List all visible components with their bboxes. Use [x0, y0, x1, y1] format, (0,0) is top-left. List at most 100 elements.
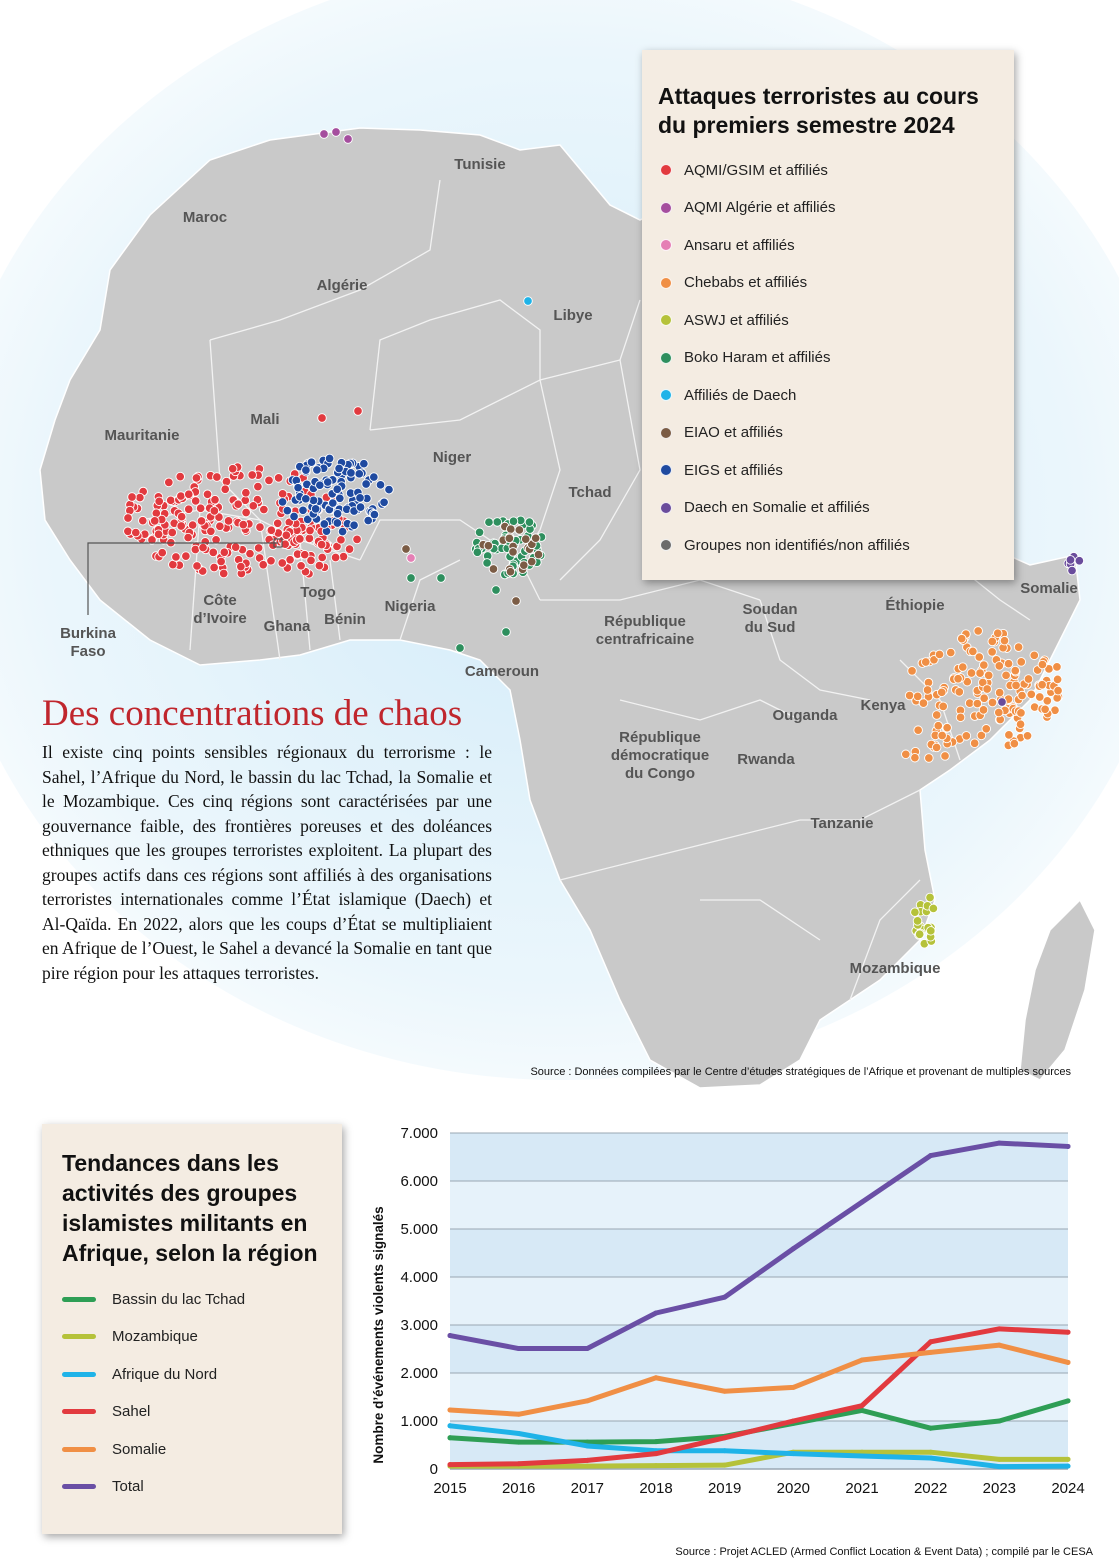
data-point — [447, 1333, 453, 1339]
country-label-ethiopie: Éthiopie — [885, 597, 945, 614]
map-heading: Des concentrations de chaos — [42, 693, 463, 734]
attack-dot — [215, 521, 225, 532]
attack-dot — [501, 627, 511, 637]
attack-dot — [1037, 659, 1048, 670]
attack-dot — [266, 525, 277, 535]
attack-dot — [157, 547, 168, 558]
attack-dot — [198, 542, 208, 553]
country-label-ghana: Ghana — [263, 618, 311, 635]
attack-dot — [346, 468, 356, 478]
data-point — [928, 1339, 934, 1345]
attack-dot — [401, 544, 411, 554]
country-label-libye: Libye — [553, 307, 593, 324]
trend-legend-item: Sahel — [62, 1402, 150, 1422]
country-label-cote: Côte d’Ivoire — [193, 592, 247, 627]
attack-dot — [221, 476, 232, 487]
attack-dot — [974, 652, 984, 662]
country-label-tanzanie: Tanzanie — [810, 815, 874, 832]
attack-dot — [937, 687, 947, 698]
x-tick-label: 2024 — [1051, 1480, 1084, 1497]
attack-dot — [202, 489, 213, 500]
attack-dot — [209, 562, 219, 573]
legend-dot-icon — [660, 539, 672, 551]
attack-dot — [901, 749, 911, 760]
attack-dot — [219, 547, 230, 557]
attack-dot — [259, 504, 269, 515]
attack-dot — [238, 519, 249, 530]
legend-item: Chebabs et affiliés — [660, 273, 807, 293]
attack-dot — [349, 520, 359, 531]
attack-dot — [946, 647, 956, 658]
attack-dot — [331, 127, 341, 137]
attack-dot — [272, 518, 283, 529]
attack-dot — [978, 705, 989, 715]
data-point — [996, 1342, 1002, 1348]
attack-dot — [1003, 658, 1014, 669]
chart-grid — [450, 1132, 1068, 1470]
attack-dot — [127, 492, 137, 502]
attack-dot — [954, 687, 965, 697]
country-label-algerie: Algérie — [316, 277, 368, 294]
attack-dot — [511, 596, 521, 606]
country-label-burkina: Burkina Faso — [60, 625, 116, 660]
data-point — [859, 1199, 865, 1205]
attack-dot — [958, 662, 968, 672]
attack-dot — [1001, 670, 1011, 681]
legend-label: Groupes non identifiés/non affiliés — [684, 536, 910, 554]
attack-dot — [181, 551, 191, 561]
attack-dot — [1074, 555, 1085, 566]
attack-dot — [268, 540, 278, 550]
attack-dot — [406, 553, 416, 563]
legend-label: Chebabs et affiliés — [684, 274, 808, 291]
map-source: Source : Données compilées par le Centre… — [530, 1066, 1071, 1078]
chart-background — [450, 1133, 1068, 1469]
x-axis-ticks: 2015 2016 2017 2018 2019 2020 2021 2022 2023 2024 — [433, 1480, 1084, 1497]
attack-dot — [315, 480, 325, 490]
series-line — [447, 1423, 1071, 1470]
attack-dot — [167, 527, 178, 538]
attack-dot — [912, 691, 923, 702]
attack-dot — [455, 643, 465, 653]
legend-label: Boko Haram et affiliés — [684, 349, 831, 366]
attack-dot — [979, 693, 989, 704]
attack-dot — [1035, 692, 1045, 702]
data-point — [928, 1349, 934, 1355]
attack-dot — [328, 498, 338, 508]
attack-dot — [296, 561, 306, 571]
y-tick-label: 3.000 — [400, 1317, 438, 1334]
attack-dot — [1023, 674, 1034, 684]
attack-dot — [436, 573, 446, 583]
country-label-tchad: Tchad — [568, 484, 612, 501]
data-point — [516, 1439, 522, 1445]
attack-dot — [135, 492, 145, 503]
data-point — [447, 1423, 453, 1429]
attack-dot — [258, 560, 268, 570]
attack-dot — [338, 551, 349, 562]
attack-dot — [508, 516, 519, 527]
attack-dot — [1017, 690, 1027, 701]
burkina-marker — [273, 538, 283, 548]
y-tick-label: 7.000 — [400, 1125, 438, 1142]
attack-dot — [277, 497, 288, 507]
map-legend: Attaques terroristes au cours du premier… — [642, 50, 1014, 580]
legend-dot-icon — [660, 389, 672, 401]
attack-dot — [245, 548, 255, 559]
attack-dot — [520, 534, 531, 544]
attack-dot — [266, 556, 276, 566]
trend-legend-swatch — [62, 1484, 96, 1489]
data-point — [928, 1449, 934, 1455]
attack-dot — [151, 508, 162, 518]
attack-dot — [289, 511, 299, 522]
legend-item: AQMI Algérie et affiliés — [660, 198, 835, 218]
attack-dot — [171, 552, 181, 562]
attack-dot — [123, 513, 133, 523]
trend-legend-item: Total — [62, 1477, 144, 1497]
attack-dot — [337, 526, 348, 537]
attack-dot — [208, 547, 219, 558]
legend-dot-icon — [660, 164, 672, 176]
attack-dot — [907, 666, 917, 676]
attack-dot — [195, 503, 206, 513]
attack-dot — [176, 491, 186, 501]
attack-dot — [206, 526, 216, 537]
data-point — [722, 1448, 728, 1454]
